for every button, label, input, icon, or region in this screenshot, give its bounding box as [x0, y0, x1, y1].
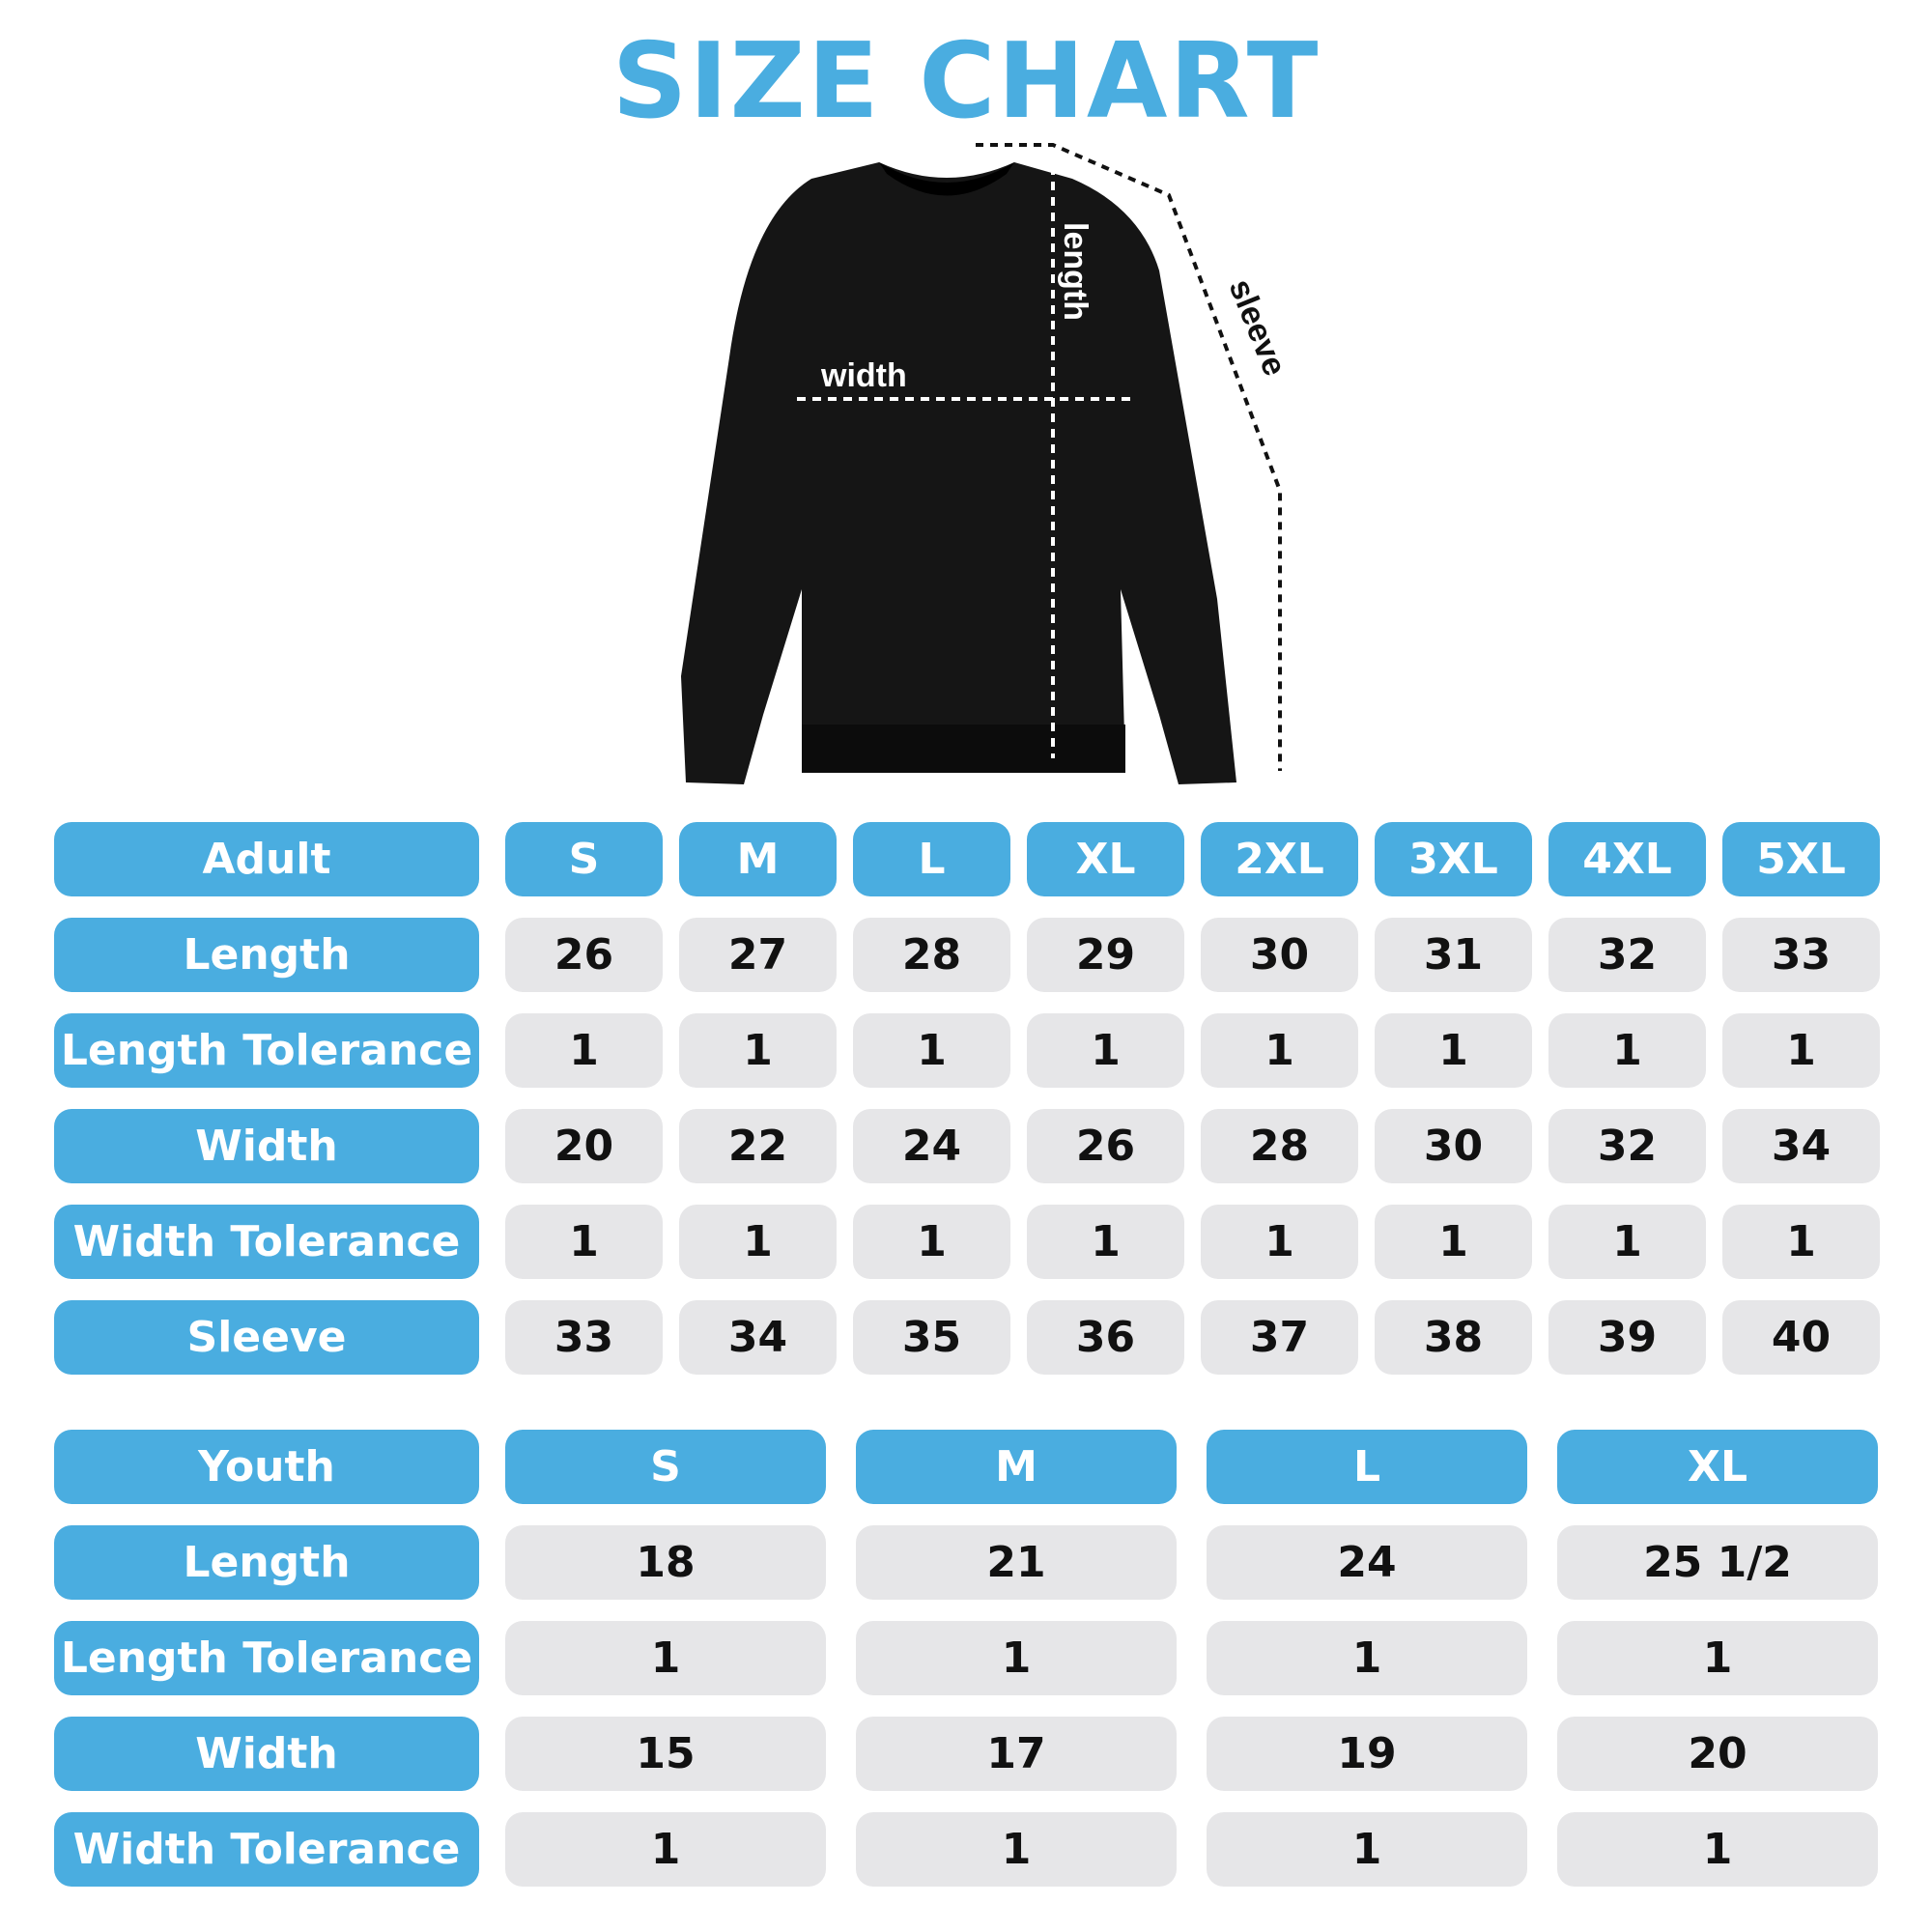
adult-value-cell: 37 — [1201, 1300, 1358, 1375]
adult-row-label: Sleeve — [54, 1300, 479, 1375]
adult-row-label: Width — [54, 1109, 479, 1183]
youth-value-cell: 20 — [1557, 1717, 1878, 1791]
adult-value-cell: 28 — [1201, 1109, 1358, 1183]
adult-value-cell: 32 — [1548, 918, 1706, 992]
adult-value-cell: 36 — [1027, 1300, 1184, 1375]
adult-value-cell: 1 — [505, 1205, 663, 1279]
adult-size-4XL: 4XL — [1548, 822, 1706, 896]
youth-value-cell: 1 — [1557, 1812, 1878, 1887]
adult-value-cell: 28 — [853, 918, 1010, 992]
adult-value-cell: 1 — [1548, 1013, 1706, 1088]
adult-value-cell: 24 — [853, 1109, 1010, 1183]
adult-value-cell: 40 — [1722, 1300, 1880, 1375]
sweater-diagram: width length sleeve — [681, 143, 1293, 784]
adult-value-cell: 31 — [1375, 918, 1532, 992]
adult-value-cell: 34 — [1722, 1109, 1880, 1183]
adult-value-cell: 1 — [853, 1013, 1010, 1088]
adult-row-label: Length — [54, 918, 479, 992]
sweater-waistband — [802, 724, 1125, 773]
adult-value-cell: 33 — [1722, 918, 1880, 992]
adult-value-cell: 33 — [505, 1300, 663, 1375]
youth-value-cell: 1 — [505, 1621, 826, 1695]
adult-value-cell: 1 — [679, 1205, 837, 1279]
adult-value-cell: 27 — [679, 918, 837, 992]
adult-value-cell: 38 — [1375, 1300, 1532, 1375]
adult-value-cell: 1 — [1201, 1013, 1358, 1088]
adult-value-cell: 32 — [1548, 1109, 1706, 1183]
adult-value-cell: 30 — [1201, 918, 1358, 992]
adult-value-cell: 1 — [1027, 1013, 1184, 1088]
youth-row-label: Width — [54, 1717, 479, 1791]
adult-value-cell: 1 — [1201, 1205, 1358, 1279]
adult-value-cell: 35 — [853, 1300, 1010, 1375]
adult-row-label: Length Tolerance — [54, 1013, 479, 1088]
adult-size-XL: XL — [1027, 822, 1184, 896]
adult-value-cell: 1 — [1722, 1205, 1880, 1279]
youth-header-label: Youth — [54, 1430, 479, 1504]
youth-value-cell: 25 1/2 — [1557, 1525, 1878, 1600]
youth-size-S: S — [505, 1430, 826, 1504]
length-label: length — [1057, 222, 1094, 321]
sweater-collar — [879, 162, 1014, 196]
adult-row-label: Width Tolerance — [54, 1205, 479, 1279]
adult-size-5XL: 5XL — [1722, 822, 1880, 896]
youth-size-L: L — [1207, 1430, 1527, 1504]
youth-row-label: Width Tolerance — [54, 1812, 479, 1887]
youth-value-cell: 1 — [856, 1812, 1177, 1887]
youth-value-cell: 21 — [856, 1525, 1177, 1600]
youth-value-cell: 1 — [1207, 1621, 1527, 1695]
sweater-image — [681, 162, 1236, 784]
youth-row-label: Length Tolerance — [54, 1621, 479, 1695]
page-title: SIZE CHART — [611, 21, 1321, 142]
youth-value-cell: 1 — [856, 1621, 1177, 1695]
adult-value-cell: 30 — [1375, 1109, 1532, 1183]
adult-value-cell: 1 — [1375, 1013, 1532, 1088]
adult-value-cell: 1 — [1548, 1205, 1706, 1279]
adult-value-cell: 1 — [679, 1013, 837, 1088]
adult-size-3XL: 3XL — [1375, 822, 1532, 896]
adult-size-2XL: 2XL — [1201, 822, 1358, 896]
adult-value-cell: 29 — [1027, 918, 1184, 992]
sleeve-label: sleeve — [1222, 274, 1293, 382]
youth-size-M: M — [856, 1430, 1177, 1504]
adult-value-cell: 26 — [1027, 1109, 1184, 1183]
youth-value-cell: 17 — [856, 1717, 1177, 1791]
youth-value-cell: 1 — [1207, 1812, 1527, 1887]
width-label: width — [820, 357, 907, 394]
adult-value-cell: 1 — [1027, 1205, 1184, 1279]
youth-value-cell: 1 — [1557, 1621, 1878, 1695]
youth-value-cell: 15 — [505, 1717, 826, 1791]
adult-value-cell: 20 — [505, 1109, 663, 1183]
sleeve-line — [976, 143, 1282, 771]
adult-value-cell: 1 — [1375, 1205, 1532, 1279]
adult-size-S: S — [505, 822, 663, 896]
adult-size-L: L — [853, 822, 1010, 896]
adult-size-M: M — [679, 822, 837, 896]
adult-value-cell: 1 — [1722, 1013, 1880, 1088]
adult-value-cell: 1 — [853, 1205, 1010, 1279]
youth-value-cell: 18 — [505, 1525, 826, 1600]
youth-value-cell: 19 — [1207, 1717, 1527, 1791]
youth-size-XL: XL — [1557, 1430, 1878, 1504]
youth-value-cell: 1 — [505, 1812, 826, 1887]
youth-row-label: Length — [54, 1525, 479, 1600]
adult-value-cell: 22 — [679, 1109, 837, 1183]
adult-value-cell: 34 — [679, 1300, 837, 1375]
adult-header-label: Adult — [54, 822, 479, 896]
adult-value-cell: 39 — [1548, 1300, 1706, 1375]
adult-value-cell: 26 — [505, 918, 663, 992]
adult-value-cell: 1 — [505, 1013, 663, 1088]
youth-value-cell: 24 — [1207, 1525, 1527, 1600]
